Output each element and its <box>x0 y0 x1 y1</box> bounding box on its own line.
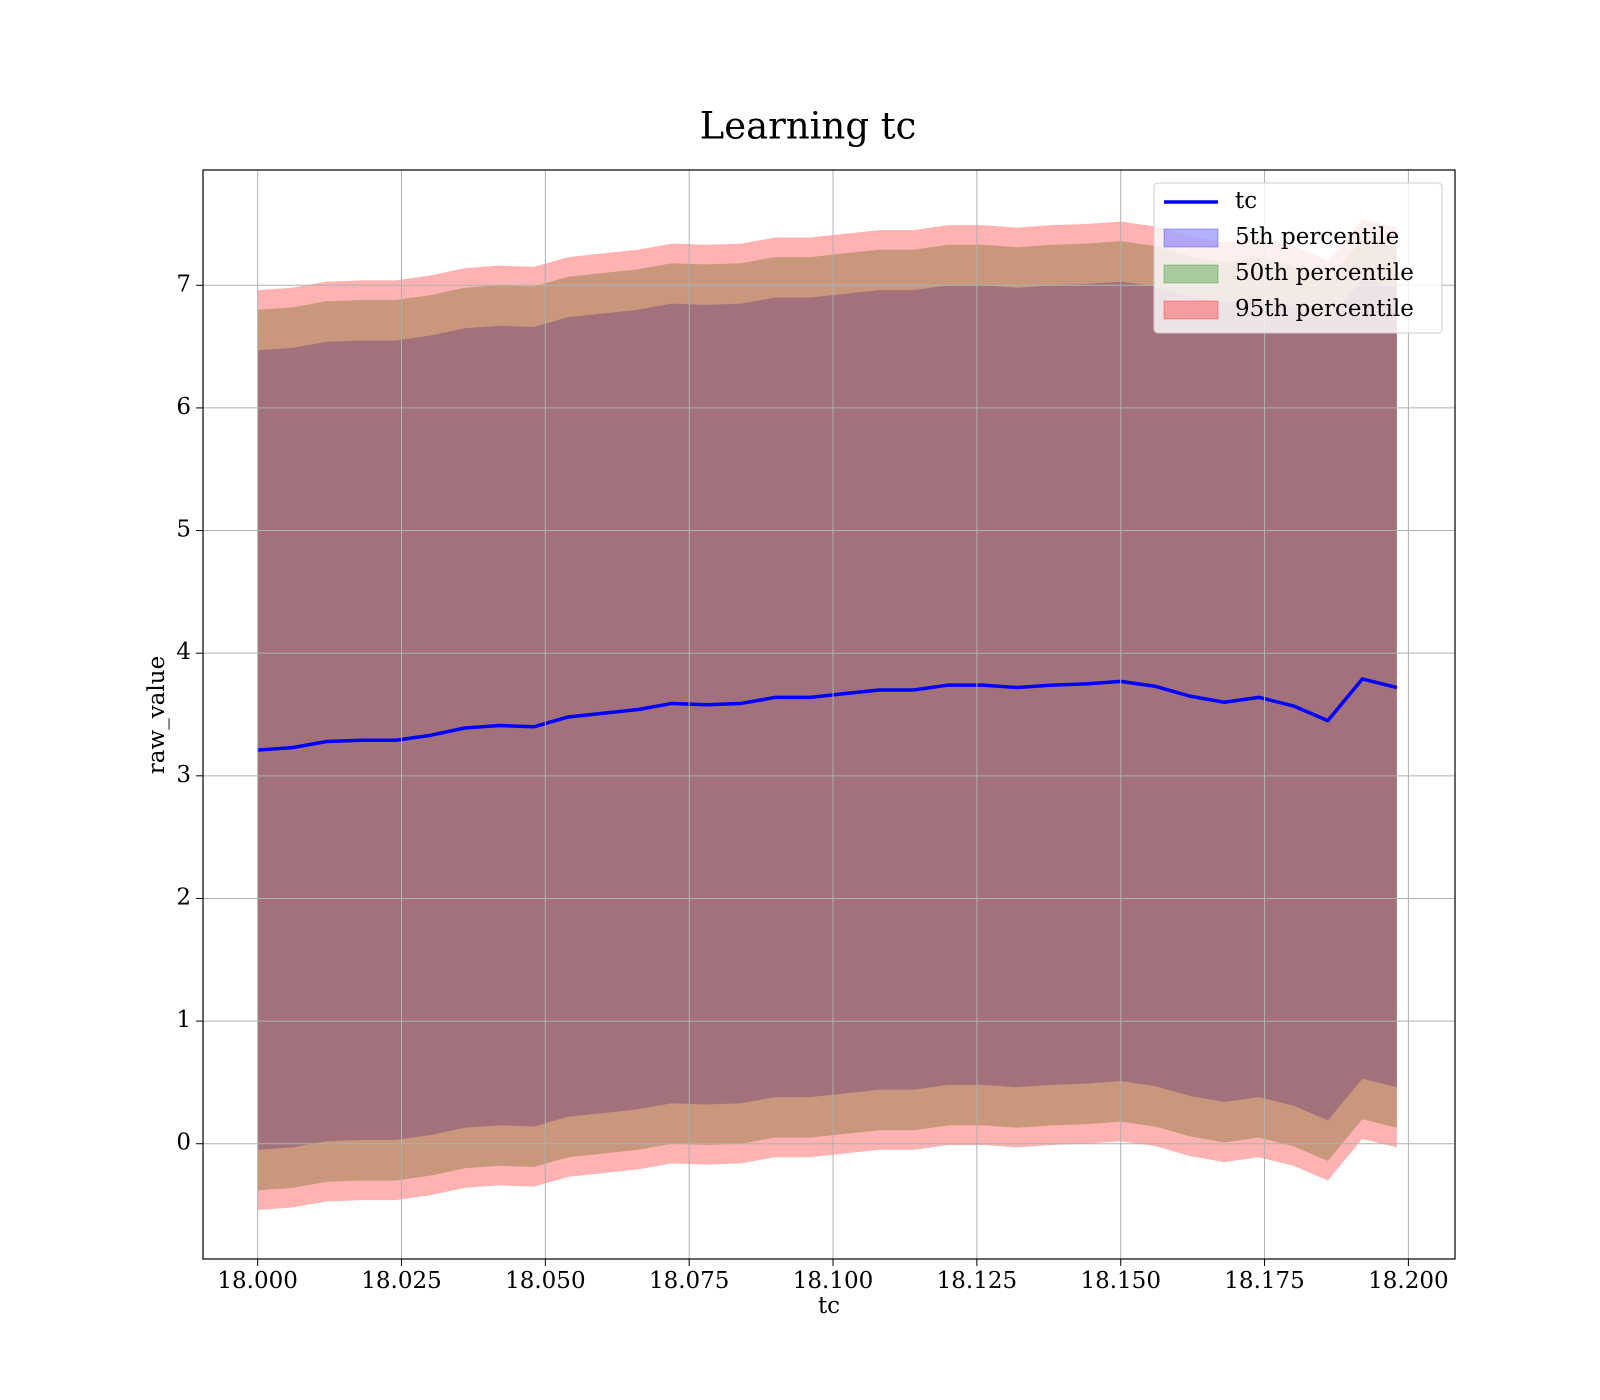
tc-line <box>257 677 1398 752</box>
legend-patch <box>1163 228 1219 248</box>
x-tick-label: 18.175 <box>1224 1268 1304 1294</box>
y-tick-label: 5 <box>176 517 191 543</box>
y-tick-label: 0 <box>176 1130 191 1156</box>
legend: tc 5th percentile 50th percentile 95th perc… <box>1153 182 1443 334</box>
x-tick-label: 18.050 <box>505 1268 585 1294</box>
y-tick-label: 2 <box>176 884 191 910</box>
legend-label: 50th percentile <box>1235 260 1414 286</box>
y-axis-label: raw_value <box>144 656 170 774</box>
legend-patch <box>1163 264 1219 284</box>
x-tick-label: 18.025 <box>361 1268 441 1294</box>
y-tick-label: 6 <box>176 394 191 420</box>
y-tick-label: 7 <box>176 271 191 297</box>
legend-box <box>1153 182 1443 334</box>
legend-label: 95th percentile <box>1235 296 1414 322</box>
legend-label: 5th percentile <box>1235 224 1399 250</box>
x-tick-label: 18.125 <box>937 1268 1017 1294</box>
x-tick-label: 18.075 <box>649 1268 729 1294</box>
plot-area <box>257 219 1398 1210</box>
y-tick-label: 4 <box>176 639 191 665</box>
axes-frame <box>202 169 1456 1260</box>
y-tick-label: 1 <box>176 1007 191 1033</box>
x-tick-label: 18.000 <box>217 1268 297 1294</box>
percentile-band <box>257 279 1397 1150</box>
y-tick-label: 3 <box>176 762 191 788</box>
legend-label: tc <box>1235 188 1257 214</box>
percentile-band <box>257 219 1397 1210</box>
x-axis-label: tc <box>818 1293 840 1319</box>
x-tick-label: 18.200 <box>1368 1268 1448 1294</box>
percentile-band <box>257 238 1397 1191</box>
chart-title: Learning tc <box>700 105 917 148</box>
legend-patch <box>1163 300 1219 320</box>
x-tick-label: 18.100 <box>793 1268 873 1294</box>
x-tick-label: 18.150 <box>1080 1268 1160 1294</box>
